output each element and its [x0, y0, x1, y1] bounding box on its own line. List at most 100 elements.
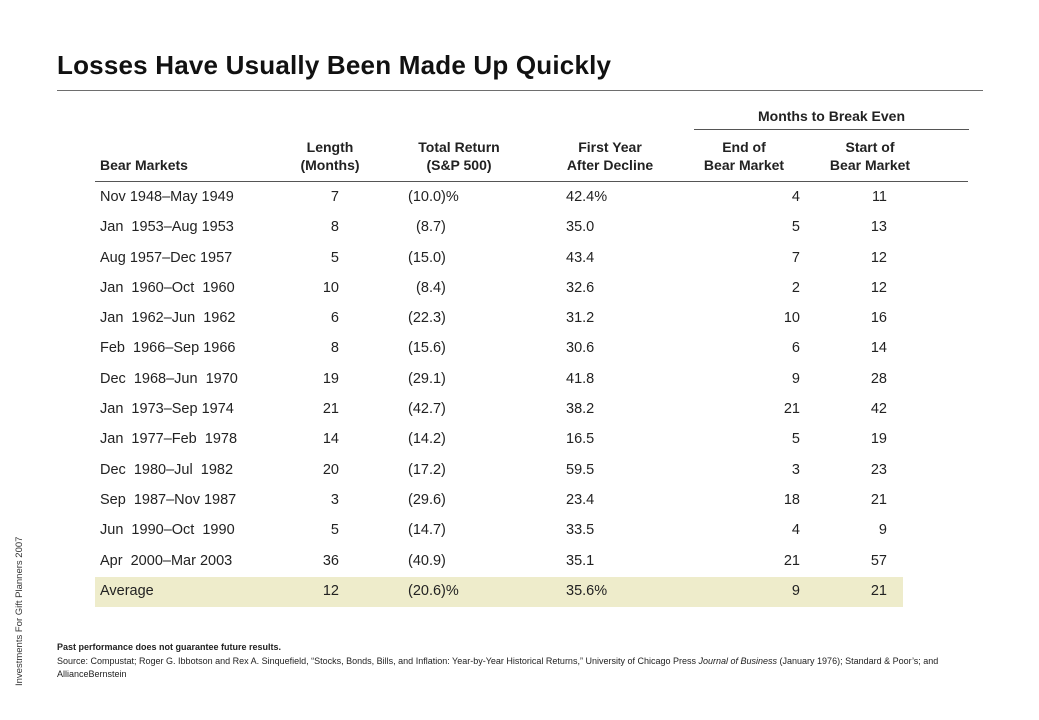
bear-market-cell: Sep 1987–Nov 1987	[100, 491, 237, 508]
end-months-cell: 2	[791, 279, 800, 296]
start-months-cell: 23	[870, 461, 887, 478]
first-year-cell: 31.2	[566, 310, 595, 327]
total-return-cell: (22.3)	[408, 310, 446, 327]
length-cell: 19	[322, 370, 339, 387]
length-cell: 6	[330, 310, 339, 327]
end-months-cell: 7	[791, 249, 800, 266]
bear-markets-header: Bear Markets	[100, 157, 188, 173]
start-months-cell: 42	[870, 401, 887, 418]
total-return-cell: (8.4)	[408, 279, 446, 296]
length-cell: 20	[322, 461, 339, 478]
end-months-cell: 3	[791, 461, 800, 478]
first-year-cell: 33.5	[566, 522, 595, 539]
bear-market-cell: Jan 1962–Jun 1962	[100, 310, 236, 327]
first-year-cell: 32.6	[566, 279, 595, 296]
start-months-cell: 14	[870, 340, 887, 357]
start-months-cell: 57	[870, 552, 887, 569]
end-months-cell: 4	[791, 522, 800, 539]
first-year-cell: 38.2	[566, 401, 595, 418]
table-row: Jan 1973–Sep 1974 21 (42.7) 38.2 21 42	[95, 395, 903, 425]
table-row: Nov 1948–May 1949 7 (10.0)% 42.4% 4 11	[95, 183, 903, 213]
first-year-cell: 42.4%	[566, 189, 608, 205]
bear-market-cell: Dec 1980–Jul 1982	[100, 461, 234, 478]
start-header-line2: Bear Market	[829, 157, 911, 173]
journal-title: Journal of Business	[698, 655, 778, 666]
first-year-cell: 43.4	[566, 249, 595, 266]
total-return-cell: (17.2)	[408, 461, 446, 478]
end-header-line2: Bear Market	[703, 157, 785, 173]
total-return-cell: (15.0)	[408, 249, 446, 266]
length-header-line2: (Months)	[300, 157, 360, 173]
table-row: Jan 1960–Oct 1960 10 (8.4) 32.6 2 12	[95, 274, 903, 304]
start-header-line1: Start of	[845, 139, 895, 155]
start-months-cell: 21	[870, 582, 887, 599]
length-cell: 5	[330, 522, 339, 539]
total-return-header: Total Return (S&P 500)	[389, 138, 529, 174]
start-months-cell: 21	[870, 491, 887, 508]
total-return-cell: (29.6)	[408, 491, 446, 508]
bear-market-cell: Jun 1990–Oct 1990	[100, 522, 235, 539]
months-to-break-even-header: Months to Break Even	[757, 108, 906, 124]
first-year-header: First Year After Decline	[540, 138, 680, 174]
end-months-cell: 18	[783, 491, 800, 508]
side-note: Investments For Gift Planners 2007	[14, 536, 25, 686]
total-return-cell: (14.2)	[408, 431, 446, 448]
first-year-header-line2: After Decline	[566, 157, 654, 173]
first-year-cell: 41.8	[566, 370, 595, 387]
start-months-cell: 19	[870, 431, 887, 448]
length-cell: 7	[330, 189, 339, 205]
bear-market-cell: Aug 1957–Dec 1957	[100, 249, 233, 266]
table-row: Jun 1990–Oct 1990 5 (14.7) 33.5 4 9	[95, 516, 903, 546]
disclaimer: Past performance does not guarantee futu…	[57, 642, 282, 652]
end-months-cell: 5	[791, 219, 800, 236]
table-row: Feb 1966–Sep 1966 8 (15.6) 30.6 6 14	[95, 334, 903, 364]
start-months-cell: 12	[870, 249, 887, 266]
total-return-cell: (10.0)%	[408, 189, 459, 205]
source-suffix: (January 1976); Standard & Poor’s; and A…	[57, 655, 939, 680]
total-return-cell: (42.7)	[408, 401, 446, 418]
start-months-cell: 9	[878, 522, 887, 539]
first-year-cell: 16.5	[566, 431, 595, 448]
bear-market-cell: Jan 1973–Sep 1974	[100, 401, 234, 418]
length-cell: 8	[330, 219, 339, 236]
table-row: Dec 1968–Jun 1970 19 (29.1) 41.8 9 28	[95, 365, 903, 395]
total-return-cell: (29.1)	[408, 370, 446, 387]
table-row: Dec 1980–Jul 1982 20 (17.2) 59.5 3 23	[95, 456, 903, 486]
bear-market-cell: Jan 1977–Feb 1978	[100, 431, 238, 448]
first-year-cell: 35.0	[566, 219, 595, 236]
end-months-cell: 4	[791, 189, 800, 205]
length-cell: 5	[330, 249, 339, 266]
bear-market-cell: Average	[100, 582, 154, 599]
end-months-cell: 21	[783, 552, 800, 569]
end-months-cell: 9	[791, 582, 800, 599]
first-year-cell: 23.4	[566, 491, 595, 508]
total-return-cell: (14.7)	[408, 522, 446, 539]
group-header-divider	[694, 129, 969, 130]
total-return-cell: (40.9)	[408, 552, 446, 569]
end-of-bear-market-header: End of Bear Market	[684, 138, 804, 174]
total-return-header-line1: Total Return	[418, 139, 500, 155]
first-year-cell: 35.1	[566, 552, 595, 569]
title-divider	[57, 90, 983, 91]
footnote: Past performance does not guarantee futu…	[57, 641, 957, 682]
bear-market-cell: Jan 1953–Aug 1953	[100, 219, 234, 236]
first-year-cell: 30.6	[566, 340, 595, 357]
end-months-cell: 5	[791, 431, 800, 448]
start-months-cell: 12	[870, 279, 887, 296]
length-header-line1: Length	[306, 139, 354, 155]
end-months-cell: 9	[791, 370, 800, 387]
length-header: Length (Months)	[270, 138, 390, 174]
start-months-cell: 16	[870, 310, 887, 327]
total-return-cell: (8.7)	[408, 219, 446, 236]
total-return-cell: (15.6)	[408, 340, 446, 357]
length-cell: 12	[322, 582, 339, 599]
bear-market-cell: Feb 1966–Sep 1966	[100, 340, 236, 357]
table-row: Aug 1957–Dec 1957 5 (15.0) 43.4 7 12	[95, 244, 903, 274]
start-months-cell: 11	[871, 189, 887, 205]
page-title: Losses Have Usually Been Made Up Quickly	[57, 50, 612, 80]
start-of-bear-market-header: Start of Bear Market	[810, 138, 930, 174]
length-cell: 3	[330, 491, 339, 508]
length-cell: 36	[322, 552, 339, 569]
header-divider	[95, 181, 968, 182]
length-cell: 10	[322, 279, 339, 296]
